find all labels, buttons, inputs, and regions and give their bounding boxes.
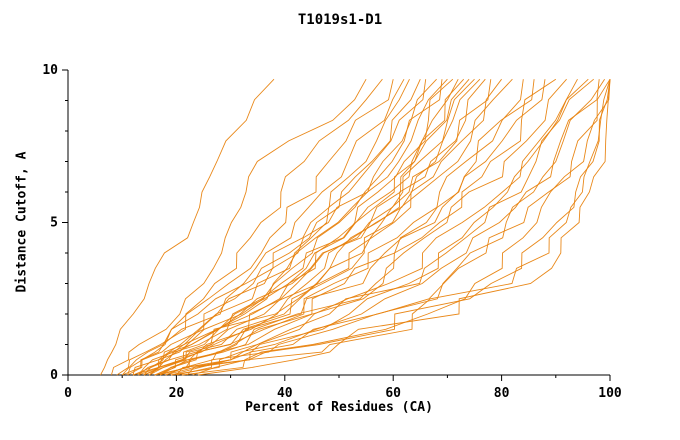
- model-curve: [154, 78, 502, 376]
- model-curve: [176, 78, 611, 376]
- x-tick-label: 20: [169, 386, 185, 401]
- model-curve: [132, 78, 437, 376]
- x-tick-label: 40: [277, 386, 293, 401]
- x-tick-label: 80: [494, 386, 510, 401]
- model-curve: [154, 79, 524, 376]
- model-curve: [170, 78, 594, 376]
- model-curve: [143, 78, 465, 376]
- model-curve: [165, 78, 589, 376]
- model-curve: [127, 78, 410, 376]
- model-curve: [149, 79, 492, 376]
- model-curve: [192, 79, 611, 376]
- x-tick-label: 100: [598, 386, 622, 401]
- chart-title: T1019s1-D1: [297, 12, 383, 28]
- x-tick-label: 0: [64, 386, 72, 401]
- model-curve: [138, 78, 448, 376]
- y-tick-label: 5: [50, 216, 58, 231]
- x-axis-label: Percent of Residues (CA): [245, 400, 433, 415]
- model-curve: [110, 78, 367, 376]
- model-curve: [159, 78, 557, 376]
- model-curve: [176, 78, 605, 376]
- model-curve: [138, 78, 459, 376]
- model-curve: [170, 79, 600, 376]
- model-curve: [186, 79, 611, 376]
- model-curve: [121, 78, 405, 376]
- y-tick-label: 0: [50, 368, 58, 383]
- x-tick-label: 60: [385, 386, 401, 401]
- model-curve: [149, 78, 486, 376]
- model-curve: [181, 79, 611, 376]
- model-curve: [127, 79, 421, 376]
- model-curve: [132, 79, 427, 376]
- model-curve: [165, 78, 578, 376]
- model-curve: [165, 78, 567, 376]
- model-curve: [122, 79, 394, 376]
- model-curve: [143, 78, 470, 376]
- model-curve: [198, 79, 611, 376]
- model-curve: [100, 78, 275, 376]
- model-curve: [116, 78, 383, 376]
- y-tick-label: 10: [42, 63, 58, 78]
